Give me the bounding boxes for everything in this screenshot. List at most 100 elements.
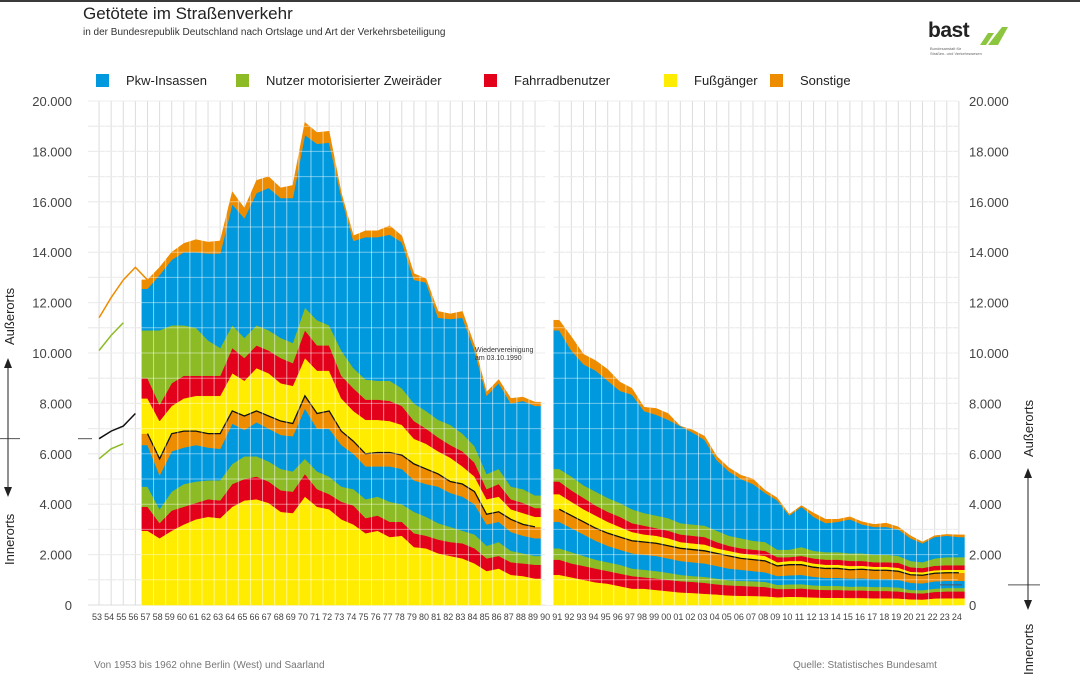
- right-arrow-up-icon: [1024, 468, 1032, 478]
- x-tick-label: 63: [213, 612, 223, 622]
- x-tick-label: 68: [274, 612, 284, 622]
- x-tick-label: 58: [153, 612, 163, 622]
- y-tick-label-right: 18.000: [969, 144, 1009, 159]
- y-tick-label-left: 8.000: [39, 396, 72, 411]
- right-label-ausserorts: Außerorts: [1021, 399, 1036, 457]
- x-tick-label: 00: [661, 612, 671, 622]
- y-tick-label-left: 10.000: [32, 346, 72, 361]
- x-tick-label: 19: [891, 612, 901, 622]
- y-tick-label-right: 20.000: [969, 94, 1009, 109]
- y-tick-label-left: 14.000: [32, 245, 72, 260]
- x-tick-label: 01: [673, 612, 683, 622]
- chart-subtitle: in der Bundesrepublik Deutschland nach O…: [83, 27, 446, 38]
- y-tick-label-right: 12.000: [969, 296, 1009, 311]
- innerorts-boundary-line: [146, 394, 536, 528]
- x-tick-label: 53: [92, 612, 102, 622]
- x-tick-label: 20: [903, 612, 913, 622]
- x-tick-label: 22: [928, 612, 938, 622]
- x-tick-label: 67: [262, 612, 272, 622]
- y-axis-left: 0 2.000 4.000 6.000 8.000 10.000 12.000 14.000 1…: [32, 94, 72, 613]
- outline-inner-zweirad-top: [98, 443, 124, 460]
- y-tick-label-left: 12.000: [32, 296, 72, 311]
- x-tick-label: 21: [916, 612, 926, 622]
- legend-swatch-rad: [484, 74, 497, 87]
- annotation-reunification-line1: Wiedervereinigung: [475, 347, 533, 354]
- x-tick-label: 89: [528, 612, 538, 622]
- legend-label-pkw: Pkw-Insassen: [126, 73, 207, 88]
- x-tick-label: 82: [443, 612, 453, 622]
- chart-title: Getötete im Straßenverkehr: [83, 4, 293, 23]
- x-tick-label: 87: [504, 612, 514, 622]
- legend-swatch-fuss: [664, 74, 677, 87]
- logo-subtitle-line1: Bundesanstalt für: [930, 46, 962, 51]
- x-tick-label: 77: [383, 612, 393, 622]
- y-tick-label-right: 14.000: [969, 245, 1009, 260]
- legend-swatch-zweirad: [236, 74, 249, 87]
- y-tick-label-left: 6.000: [39, 447, 72, 462]
- x-tick-label: 05: [722, 612, 732, 622]
- x-tick-label: 96: [613, 612, 623, 622]
- x-tick-label: 55: [116, 612, 126, 622]
- x-tick-label: 85: [480, 612, 490, 622]
- legend-label-rad: Fahrradbenutzer: [514, 73, 611, 88]
- x-tick-label: 74: [346, 612, 356, 622]
- vertical-grid-overlay: [88, 100, 966, 605]
- legend-label-fuss: Fußgänger: [694, 73, 758, 88]
- footnote-source: Quelle: Statistisches Bundesamt: [793, 660, 937, 671]
- legend-swatch-sonst: [770, 74, 783, 87]
- footnote-coverage: Von 1953 bis 1962 ohne Berlin (West) und…: [94, 660, 325, 671]
- y-axis-right: 0 2.000 4.000 6.000 8.000 10.000 12.000 14.000 1…: [969, 94, 1009, 613]
- x-tick-label: 65: [237, 612, 247, 622]
- x-tick-label: 08: [758, 612, 768, 622]
- x-tick-label: 09: [770, 612, 780, 622]
- x-tick-label: 14: [831, 612, 841, 622]
- x-tick-label: 59: [165, 612, 175, 622]
- annotation-reunification-line2: am 03.10.1990: [475, 355, 522, 362]
- x-tick-label: 54: [104, 612, 114, 622]
- x-tick-label: 86: [492, 612, 502, 622]
- x-tick-label: 70: [298, 612, 308, 622]
- x-tick-label: 23: [940, 612, 950, 622]
- x-tick-label: 88: [516, 612, 526, 622]
- x-tick-label: 72: [322, 612, 332, 622]
- x-tick-label: 98: [637, 612, 647, 622]
- y-tick-label-left: 0: [65, 598, 72, 613]
- left-label-ausserorts: Außerorts: [2, 287, 17, 345]
- x-tick-label: 71: [310, 612, 320, 622]
- right-arrow-down-icon: [1024, 600, 1032, 610]
- x-tick-label: 75: [358, 612, 368, 622]
- y-tick-label-right: 6.000: [969, 447, 1002, 462]
- left-arrow-up-icon: [4, 358, 12, 368]
- legend-label-sonst: Sonstige: [800, 73, 851, 88]
- outline-outer-zweirad-top: [98, 322, 124, 351]
- x-tick-label: 16: [855, 612, 865, 622]
- x-tick-label: 99: [649, 612, 659, 622]
- x-tick-label: 10: [782, 612, 792, 622]
- x-tick-label: 64: [225, 612, 235, 622]
- y-tick-label-right: 0: [969, 598, 976, 613]
- logo-subtitle-line2: Straßen- und Verkehrswesen: [930, 51, 982, 56]
- x-tick-label: 12: [807, 612, 817, 622]
- y-tick-label-left: 2.000: [39, 548, 72, 563]
- x-tick-label: 18: [879, 612, 889, 622]
- bast-logo: bast Bundesanstalt für Straßen- und Verk…: [928, 19, 1018, 63]
- y-tick-label-left: 16.000: [32, 195, 72, 210]
- logo-wordmark: bast: [928, 19, 970, 42]
- x-tick-label: 57: [140, 612, 150, 622]
- y-tick-label-right: 16.000: [969, 195, 1009, 210]
- x-tick-label: 78: [395, 612, 405, 622]
- x-tick-label: 61: [189, 612, 199, 622]
- x-tick-label: 91: [552, 612, 562, 622]
- x-tick-label: 92: [564, 612, 574, 622]
- x-tick-label: 56: [128, 612, 138, 622]
- top-border: [0, 0, 1080, 2]
- y-tick-label-left: 4.000: [39, 497, 72, 512]
- x-tick-label: 76: [371, 612, 381, 622]
- y-tick-label-right: 2.000: [969, 548, 1002, 563]
- side-annotations: Außerorts Innerorts Außerorts Innerorts: [0, 287, 1040, 675]
- x-tick-label: 13: [819, 612, 829, 622]
- x-tick-label: 07: [746, 612, 756, 622]
- legend-swatch-pkw: [96, 74, 109, 87]
- x-tick-label: 90: [540, 612, 550, 622]
